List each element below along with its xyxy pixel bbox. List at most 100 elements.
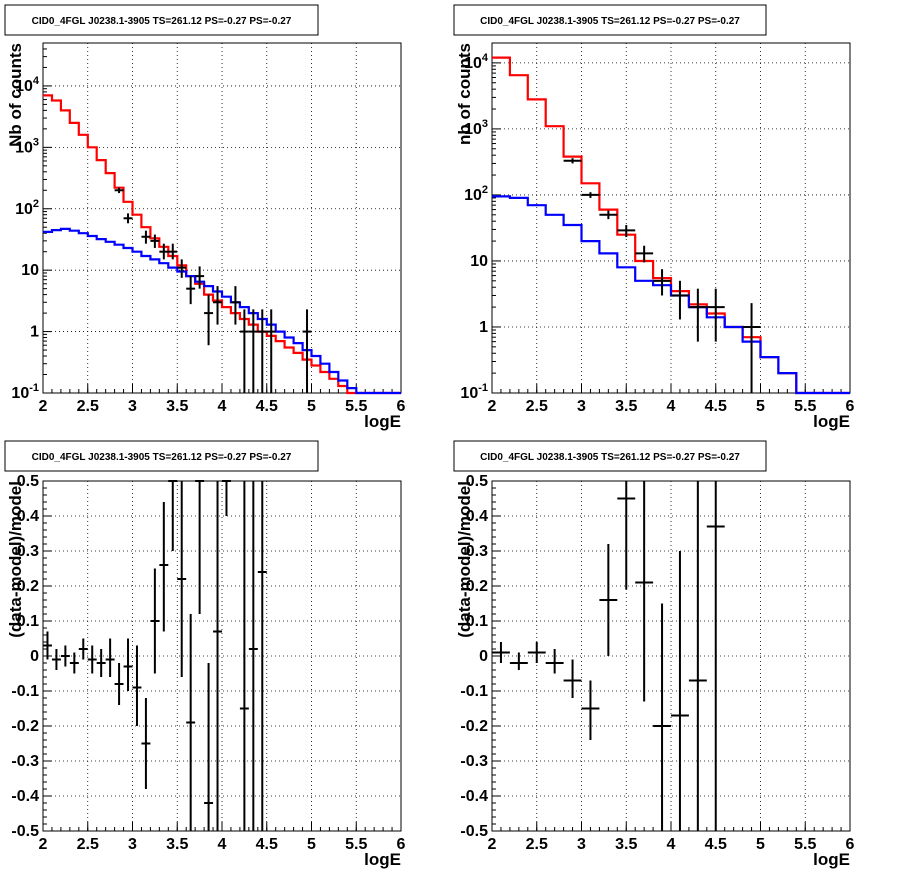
y-tick-label: 10-1 (11, 382, 39, 402)
plot-frame (42, 42, 402, 394)
data-point (492, 642, 510, 663)
y-tick-label: 0.2 (466, 578, 488, 595)
x-tick-label: 2 (488, 398, 497, 415)
y-tick-label: 0.4 (466, 508, 488, 525)
x-tick-label: 3 (128, 836, 137, 853)
data-point (239, 309, 249, 393)
data-point (195, 480, 205, 614)
x-axis-label: logE (364, 850, 401, 869)
data-point (186, 614, 196, 831)
data-point (599, 210, 618, 220)
plot-frame (491, 480, 851, 832)
y-tick-label: 10-1 (460, 382, 488, 402)
data-point (204, 294, 214, 346)
x-tick-label: 5.5 (345, 398, 367, 415)
y-tick-label: 0.3 (17, 543, 39, 560)
x-tick-label: 2.5 (77, 398, 99, 415)
y-tick-label: 102 (15, 198, 39, 218)
x-tick-label: 2.5 (77, 836, 99, 853)
y-tick-label: 103 (15, 136, 39, 156)
x-tick-label: 2 (39, 836, 48, 853)
x-tick-label: 4 (218, 398, 227, 415)
x-tick-label: 4 (667, 398, 676, 415)
y-tick-label: 104 (464, 52, 489, 72)
x-tick-label: 5.5 (345, 836, 367, 853)
x-tick-label: 4.5 (705, 398, 727, 415)
x-axis-label: logE (813, 412, 850, 431)
x-tick-label: 3.5 (615, 836, 637, 853)
plot-frame (491, 42, 851, 394)
data-point (69, 652, 79, 674)
data-point (60, 645, 70, 667)
y-tick-label: 0 (479, 648, 488, 665)
y-tick-label: 104 (15, 75, 40, 95)
data-point (150, 234, 160, 248)
data-point (635, 481, 654, 702)
y-tick-label: -0.1 (460, 683, 488, 700)
x-tick-label: 2.5 (526, 398, 548, 415)
data-point (150, 568, 160, 674)
data-point (599, 544, 618, 656)
data-point (230, 286, 240, 325)
data-point (87, 645, 97, 674)
data-point (159, 502, 169, 632)
chart-panel-2: CID0_4FGL J0238.1-3905 TS=261.12 PS=-0.2… (453, 4, 855, 431)
data-point (653, 603, 671, 831)
data-point (132, 645, 142, 726)
x-tick-label: 5 (307, 398, 316, 415)
x-axis-label: logE (364, 412, 401, 431)
data-point (581, 192, 600, 198)
x-tick-label: 5.5 (794, 398, 816, 415)
data-point (51, 649, 61, 670)
y-tick-label: 1 (30, 324, 39, 341)
chart-panel-1: CID0_4FGL J0238.1-3905 TS=261.12 PS=-0.2… (4, 4, 406, 431)
y-tick-label: -0.3 (460, 753, 488, 770)
data-point (509, 652, 528, 670)
y-tick-label: 10 (470, 253, 488, 270)
y-tick-label: 10 (21, 262, 39, 279)
y-tick-label: -0.5 (460, 823, 488, 840)
data-point (617, 481, 636, 590)
data-point (105, 638, 115, 677)
data-point (688, 481, 707, 831)
x-tick-label: 3 (577, 836, 586, 853)
data-point (257, 481, 267, 831)
data-point (141, 698, 151, 789)
data-point (177, 481, 187, 677)
data-point (617, 225, 636, 238)
chart-title: CID0_4FGL J0238.1-3905 TS=261.12 PS=-0.2… (480, 16, 740, 27)
y-tick-label: 0.1 (466, 613, 488, 630)
x-tick-label: 6 (397, 836, 406, 853)
y-tick-label: -0.4 (460, 788, 488, 805)
x-tick-label: 3.5 (615, 398, 637, 415)
y-tick-label: 0.4 (17, 508, 39, 525)
data-point (168, 480, 178, 551)
y-tick-label: -0.4 (11, 788, 39, 805)
data-point (114, 663, 124, 705)
data-point (159, 243, 169, 260)
data-point (635, 245, 654, 263)
x-tick-label: 2 (488, 836, 497, 853)
data-point (653, 269, 671, 296)
x-tick-label: 5.5 (794, 836, 816, 853)
x-tick-label: 6 (846, 398, 855, 415)
data-point (222, 480, 231, 516)
x-tick-label: 3.5 (166, 398, 188, 415)
data-point (302, 309, 312, 393)
x-tick-label: 5 (307, 836, 316, 853)
y-tick-label: 0.1 (17, 613, 39, 630)
title-box (453, 440, 767, 472)
data-point (168, 243, 178, 260)
x-tick-label: 4 (667, 836, 676, 853)
data-point (123, 638, 133, 691)
title-box (4, 4, 319, 36)
y-tick-label: -0.5 (11, 823, 39, 840)
title-box (4, 440, 319, 472)
y-axis-label: (data-model)/model (6, 481, 25, 638)
title-box (453, 4, 767, 36)
data-point (545, 649, 564, 674)
x-tick-label: 3 (128, 398, 137, 415)
data-point (257, 309, 267, 393)
data-point (239, 481, 249, 831)
